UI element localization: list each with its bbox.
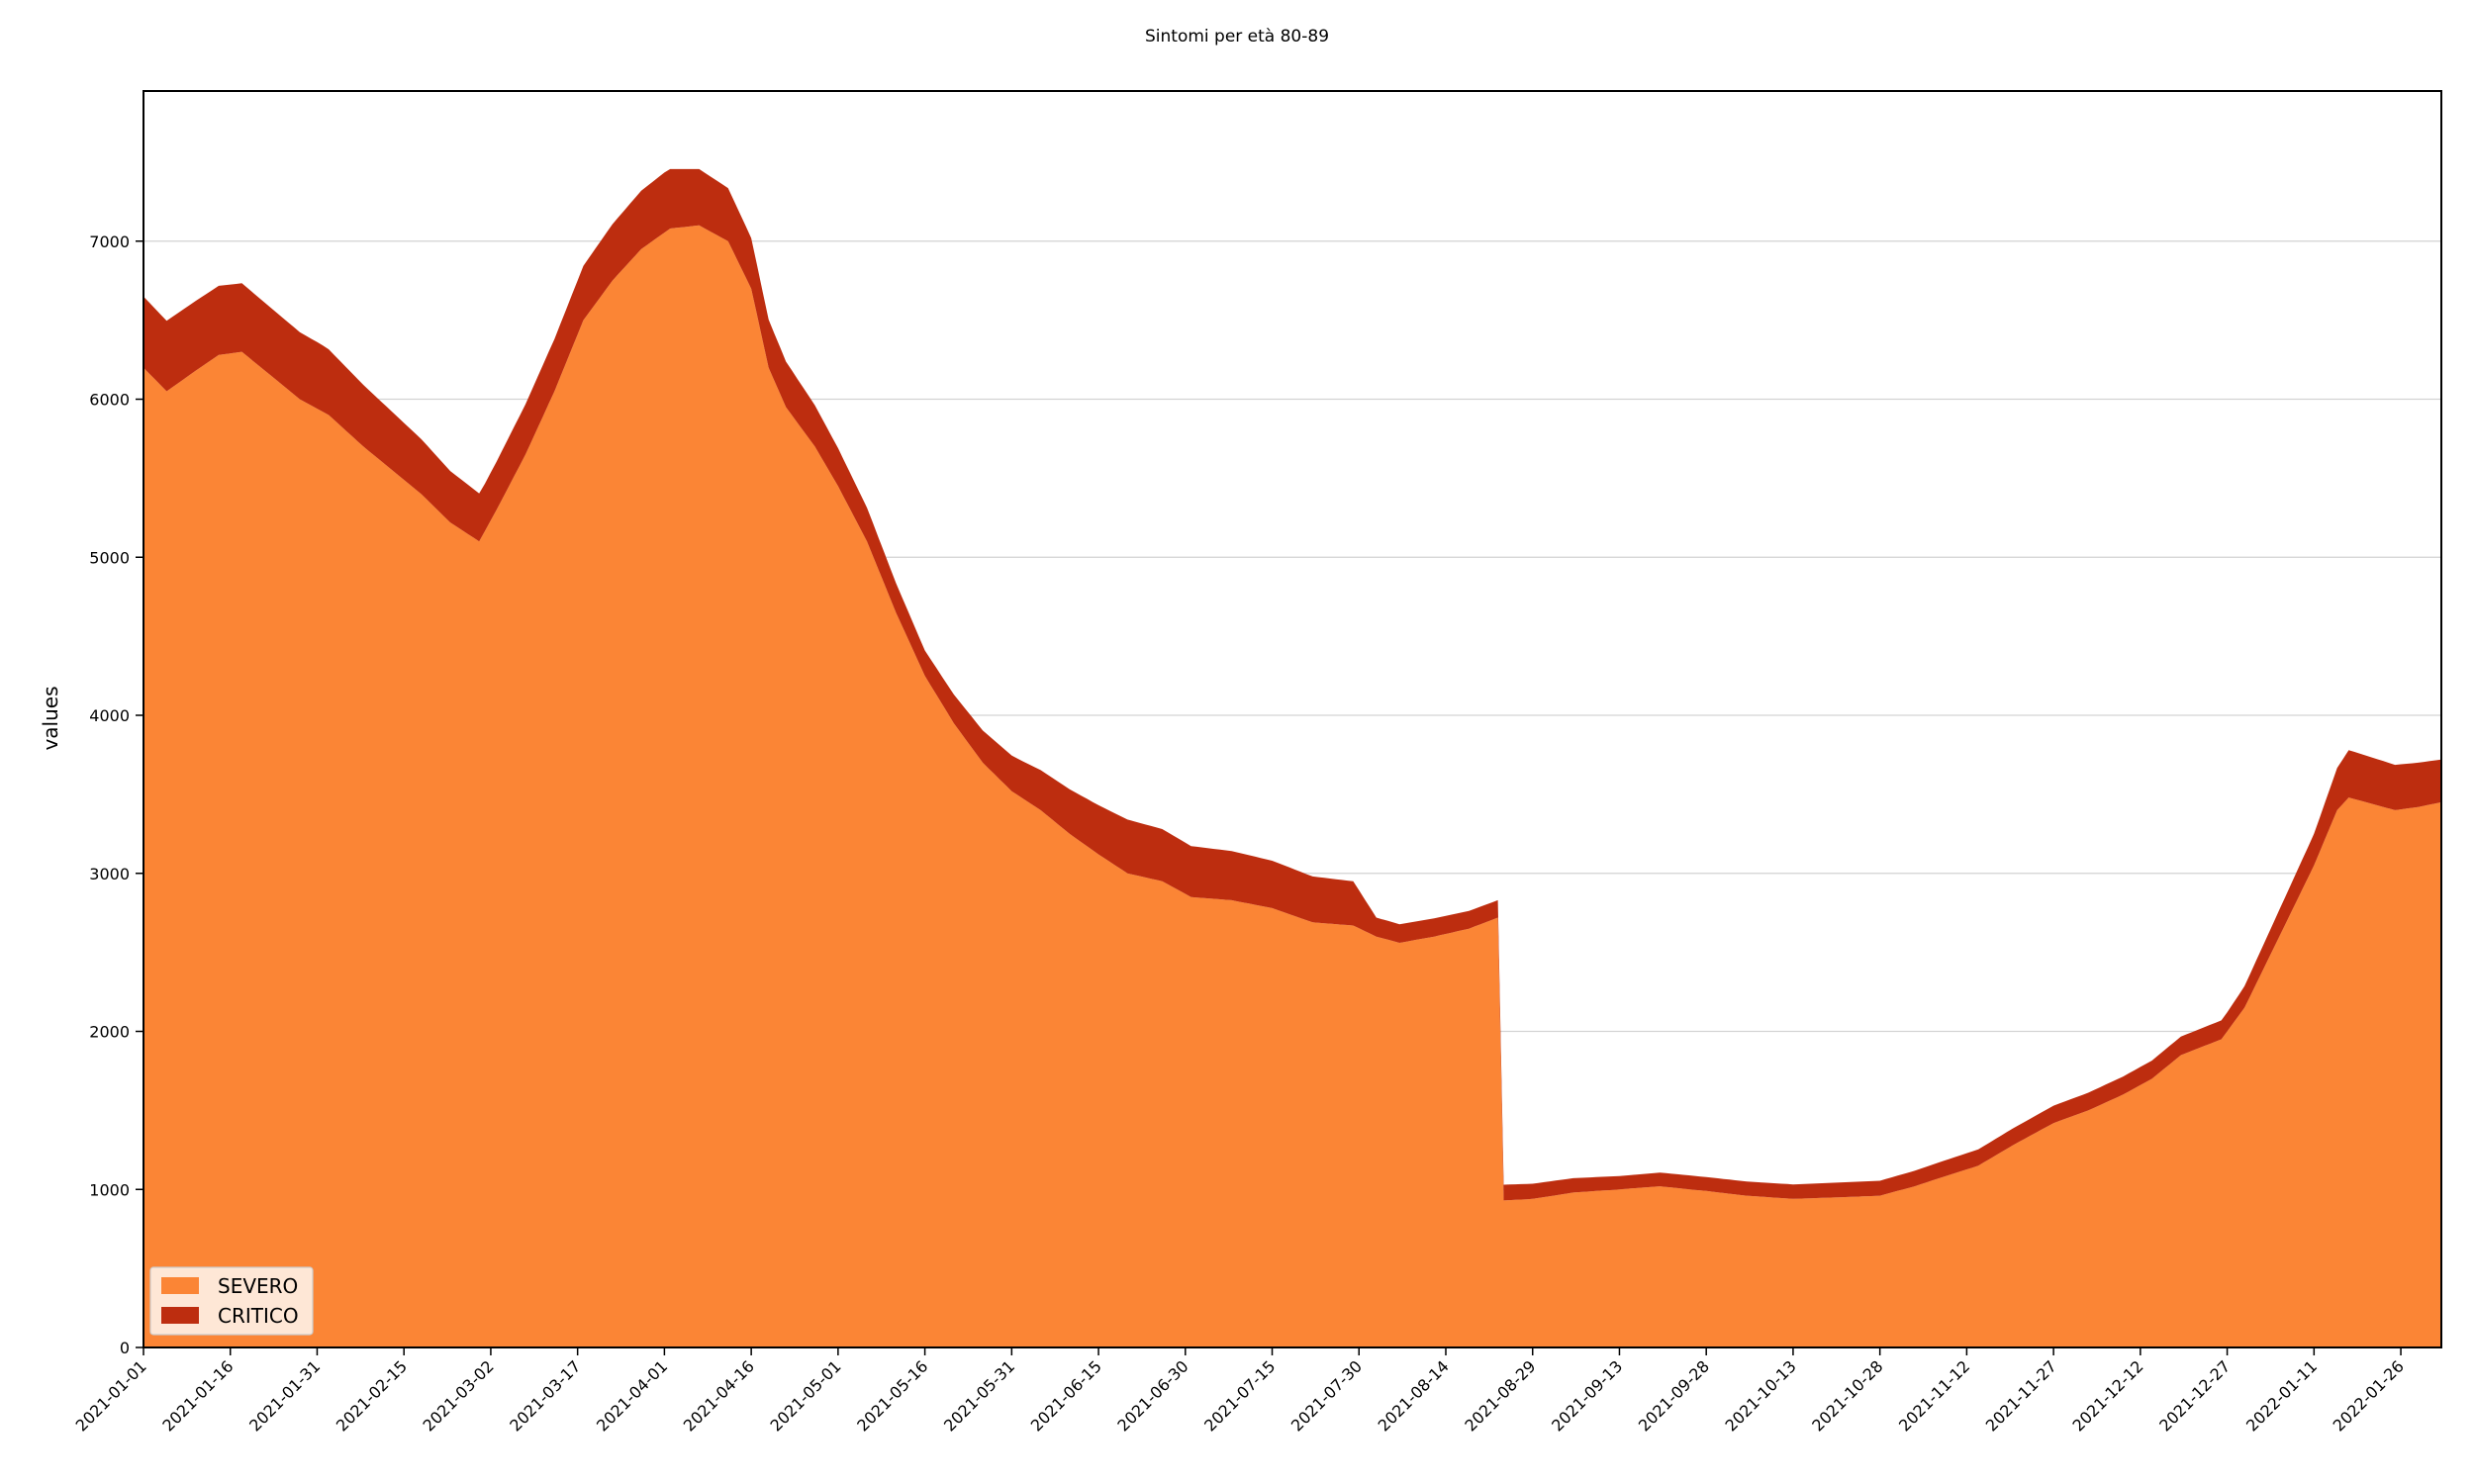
y-tick-label: 0 [120, 1339, 130, 1357]
x-tick-label: 2021-05-31 [940, 1356, 1018, 1435]
x-tick-label: 2021-01-16 [158, 1356, 237, 1435]
x-tick-label: 2021-05-16 [853, 1356, 931, 1435]
y-tick-label: 3000 [89, 865, 130, 883]
legend-label-critico: CRITICO [218, 1304, 299, 1328]
x-tick-label: 2021-12-27 [2155, 1356, 2234, 1435]
x-tick-label: 2021-09-28 [1635, 1356, 1713, 1435]
x-tick-label: 2021-01-01 [72, 1356, 150, 1435]
x-tick-label: 2021-02-15 [333, 1356, 411, 1435]
plot-frame [143, 90, 2442, 1348]
x-tick-label: 2021-07-15 [1200, 1356, 1279, 1435]
y-tick-label: 2000 [89, 1023, 130, 1042]
y-tick-label: 7000 [89, 232, 130, 251]
x-tick-label: 2021-04-16 [680, 1356, 758, 1435]
legend-swatch-critico [161, 1307, 199, 1324]
y-tick-label: 6000 [89, 391, 130, 410]
x-tick-label: 2021-10-13 [1722, 1356, 1800, 1435]
x-tick-label: 2021-08-29 [1461, 1356, 1539, 1435]
legend-swatch-severo [161, 1277, 199, 1294]
x-tick-label: 2021-12-12 [2069, 1356, 2147, 1435]
x-tick-label: 2021-04-01 [593, 1356, 671, 1435]
x-tick-label: 2021-10-28 [1808, 1356, 1886, 1435]
x-tick-label: 2021-01-31 [245, 1356, 324, 1435]
x-tick-label: 2021-03-02 [420, 1356, 498, 1435]
x-tick-label: 2021-08-14 [1375, 1356, 1453, 1435]
y-tick-label: 4000 [89, 706, 130, 725]
legend: SEVERO CRITICO [149, 1266, 314, 1336]
chart-title: Sintomi per età 80-89 [1145, 27, 1329, 46]
area-layer [143, 168, 2441, 1347]
x-tick-label: 2022-01-11 [2242, 1356, 2321, 1435]
x-tick-label: 2021-11-27 [1982, 1356, 2060, 1435]
x-tick-label: 2021-06-30 [1113, 1356, 1191, 1435]
x-tick-label: 2021-11-12 [1895, 1356, 1973, 1435]
legend-label-severo: SEVERO [218, 1274, 298, 1298]
x-tick-label: 2021-03-17 [506, 1356, 584, 1435]
y-tick-label: 1000 [89, 1180, 130, 1199]
y-axis-label: values [39, 686, 62, 750]
x-tick-label: 2021-07-30 [1287, 1356, 1366, 1435]
series-area-severo [143, 225, 2441, 1347]
x-tick-label: 2021-06-15 [1027, 1356, 1105, 1435]
x-tick-label: 2021-05-01 [767, 1356, 845, 1435]
y-tick-label: 5000 [89, 548, 130, 567]
x-tick-label: 2021-09-13 [1548, 1356, 1626, 1435]
x-tick-label: 2022-01-26 [2330, 1356, 2408, 1435]
